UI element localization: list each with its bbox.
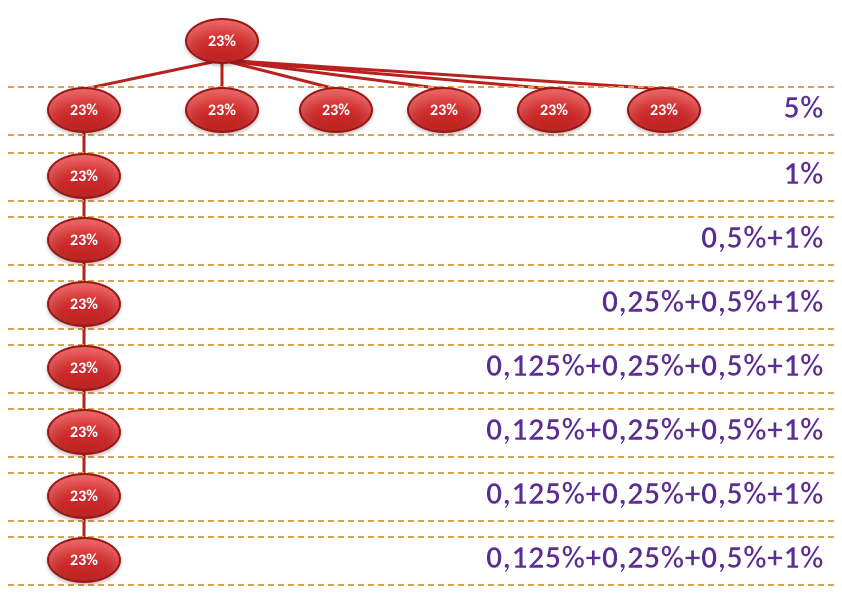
left-column-node: 23% — [47, 473, 121, 519]
left-column-node: 23% — [47, 345, 121, 391]
top-row-node: 23% — [299, 87, 373, 133]
diagram-stage: { "canvas": { "width": 842, "height": 59… — [0, 0, 842, 595]
row-percent-text: 0,125%+0,25%+0,5%+1% — [486, 410, 824, 449]
row-divider — [8, 134, 834, 136]
row-divider — [8, 200, 834, 202]
left-column-node: 23% — [47, 537, 121, 583]
row-percent-text: 0,25%+0,5%+1% — [602, 282, 824, 321]
top-row-node: 23% — [47, 87, 121, 133]
row-percent-text: 5% — [783, 88, 824, 127]
top-row-node: 23% — [407, 87, 481, 133]
left-column-node: 23% — [47, 217, 121, 263]
root-node: 23% — [185, 18, 259, 64]
row-divider — [8, 264, 834, 266]
row-percent-text: 0,125%+0,25%+0,5%+1% — [486, 346, 824, 385]
row-divider — [8, 86, 834, 88]
row-divider — [8, 152, 834, 154]
row-divider — [8, 392, 834, 394]
top-row-node: 23% — [185, 87, 259, 133]
top-row-node: 23% — [627, 87, 701, 133]
row-divider — [8, 328, 834, 330]
left-column-node: 23% — [47, 409, 121, 455]
left-column-node: 23% — [47, 153, 121, 199]
row-divider — [8, 456, 834, 458]
row-percent-text: 0,125%+0,25%+0,5%+1% — [486, 538, 824, 577]
left-column-node: 23% — [47, 281, 121, 327]
top-row-node: 23% — [517, 87, 591, 133]
row-percent-text: 0,125%+0,25%+0,5%+1% — [486, 474, 824, 513]
row-percent-text: 0,5%+1% — [701, 218, 824, 257]
row-divider — [8, 520, 834, 522]
row-divider — [8, 584, 834, 586]
row-percent-text: 1% — [783, 154, 824, 193]
